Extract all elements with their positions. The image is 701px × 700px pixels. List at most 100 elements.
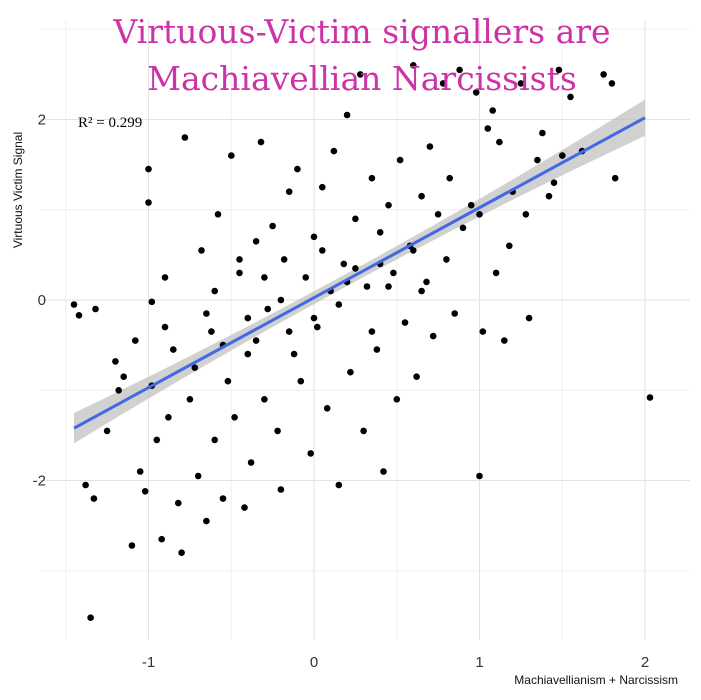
- data-point: [343, 111, 351, 119]
- data-point: [252, 238, 260, 245]
- data-point: [277, 486, 285, 493]
- trendline: [73, 116, 646, 430]
- data-point: [426, 143, 434, 150]
- data-point: [269, 222, 276, 230]
- data-point: [178, 549, 185, 556]
- y-tick-label: 2: [38, 112, 46, 129]
- x-tick-label: 1: [475, 654, 483, 671]
- data-point: [203, 310, 210, 317]
- data-point: [214, 211, 222, 218]
- data-point: [145, 165, 152, 173]
- data-point: [380, 468, 387, 475]
- data-point: [211, 287, 218, 295]
- data-point: [297, 377, 305, 385]
- data-point: [120, 373, 127, 381]
- chart-title-line-1: Virtuous-Victim signallers are: [112, 12, 610, 51]
- data-point: [340, 260, 348, 268]
- data-point: [92, 305, 99, 313]
- data-point: [456, 66, 463, 74]
- data-point: [608, 80, 616, 87]
- data-point: [476, 472, 483, 480]
- data-point: [413, 373, 420, 381]
- data-point: [211, 436, 218, 444]
- data-point: [467, 201, 475, 209]
- data-point: [141, 488, 149, 495]
- x-tick-label: 2: [641, 654, 649, 671]
- data-point: [517, 80, 525, 87]
- data-point: [70, 301, 78, 308]
- data-point: [347, 368, 354, 376]
- data-point: [611, 174, 619, 182]
- data-point: [158, 535, 165, 543]
- data-point: [439, 80, 447, 87]
- data-point: [410, 247, 417, 254]
- data-point: [82, 481, 89, 489]
- data-point: [314, 323, 321, 331]
- data-point: [219, 495, 227, 502]
- data-point: [373, 346, 381, 353]
- data-point: [434, 211, 442, 218]
- data-point: [492, 269, 500, 277]
- data-point: [90, 495, 98, 502]
- data-point: [567, 93, 574, 101]
- y-axis-label: Virtuous Victim Signal: [11, 132, 25, 248]
- data-point: [161, 323, 169, 331]
- data-point: [390, 269, 397, 277]
- data-point: [236, 256, 243, 263]
- data-point: [203, 517, 210, 525]
- data-point: [363, 283, 371, 290]
- data-point: [429, 332, 437, 340]
- data-point: [264, 305, 272, 313]
- chart-title-line-2: Machiavellian Narcissists: [147, 59, 577, 98]
- data-point: [302, 274, 310, 281]
- data-point: [175, 499, 182, 507]
- x-tick-label: 0: [310, 654, 318, 671]
- data-point: [555, 66, 563, 74]
- data-point: [153, 436, 161, 444]
- data-point: [208, 328, 215, 335]
- data-point: [646, 394, 654, 401]
- data-point: [290, 350, 298, 358]
- data-point: [459, 224, 467, 232]
- data-point: [418, 287, 425, 295]
- data-point: [285, 188, 293, 195]
- data-point: [476, 211, 483, 218]
- data-point: [330, 147, 338, 155]
- data-point: [496, 138, 503, 146]
- data-point: [396, 156, 404, 164]
- data-point: [559, 152, 566, 159]
- data-point: [319, 247, 326, 254]
- data-point: [418, 192, 425, 200]
- data-point: [194, 472, 202, 480]
- data-point: [224, 377, 232, 385]
- data-point: [522, 211, 530, 218]
- data-point: [165, 414, 172, 421]
- data-point: [423, 278, 430, 286]
- data-point: [352, 265, 359, 272]
- data-point: [534, 156, 541, 164]
- data-point: [181, 134, 189, 141]
- data-point: [360, 427, 367, 435]
- data-point: [319, 183, 326, 191]
- tick-labels-layer: -1 0 1 2 -2 0 2: [33, 112, 650, 672]
- r-squared-annotation: R² = 0.299: [78, 115, 142, 131]
- data-point: [148, 298, 156, 306]
- data-point: [385, 201, 392, 209]
- data-point: [103, 427, 111, 435]
- data-point: [112, 358, 119, 365]
- data-point: [310, 314, 318, 322]
- data-point: [244, 350, 252, 358]
- data-point: [393, 396, 401, 403]
- data-point: [198, 247, 205, 254]
- data-point: [376, 229, 384, 236]
- data-point: [335, 301, 343, 308]
- data-point: [323, 405, 331, 412]
- data-point: [170, 346, 177, 353]
- data-point: [261, 396, 268, 403]
- data-point: [186, 396, 194, 403]
- data-point: [368, 328, 376, 335]
- data-point: [368, 174, 376, 182]
- data-point: [443, 256, 450, 263]
- x-axis-label: Machiavellianism + Narcissism: [514, 673, 678, 687]
